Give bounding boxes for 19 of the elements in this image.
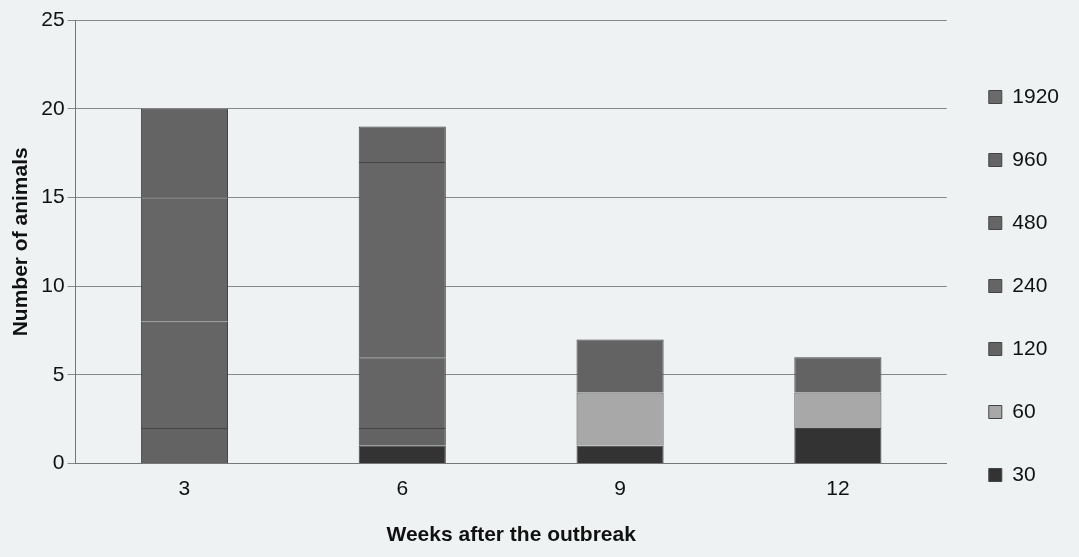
x-axis-title: Weeks after the outbreak	[386, 522, 637, 546]
x-tick-label: 6	[396, 476, 409, 499]
legend-label: 120	[1012, 335, 1048, 359]
legend-label: 240	[1012, 272, 1048, 296]
legend-label: 1920	[1012, 83, 1059, 107]
y-tick-label: 20	[41, 95, 65, 119]
y-tick-label: 15	[41, 184, 65, 208]
y-tick-label: 0	[52, 450, 65, 474]
x-tick-label: 9	[614, 476, 626, 499]
x-tick-label: 3	[178, 476, 191, 499]
x-tick-label: 12	[826, 476, 850, 499]
y-tick-label: 10	[41, 272, 65, 296]
legend-label: 480	[1012, 209, 1048, 233]
y-axis-title: Number of animals	[8, 147, 32, 337]
legend-label: 960	[1012, 146, 1048, 170]
legend-label: 60	[1012, 398, 1036, 422]
y-tick-label: 25	[41, 6, 65, 30]
y-tick-label: 5	[52, 361, 65, 385]
legend-label: 30	[1012, 461, 1036, 485]
